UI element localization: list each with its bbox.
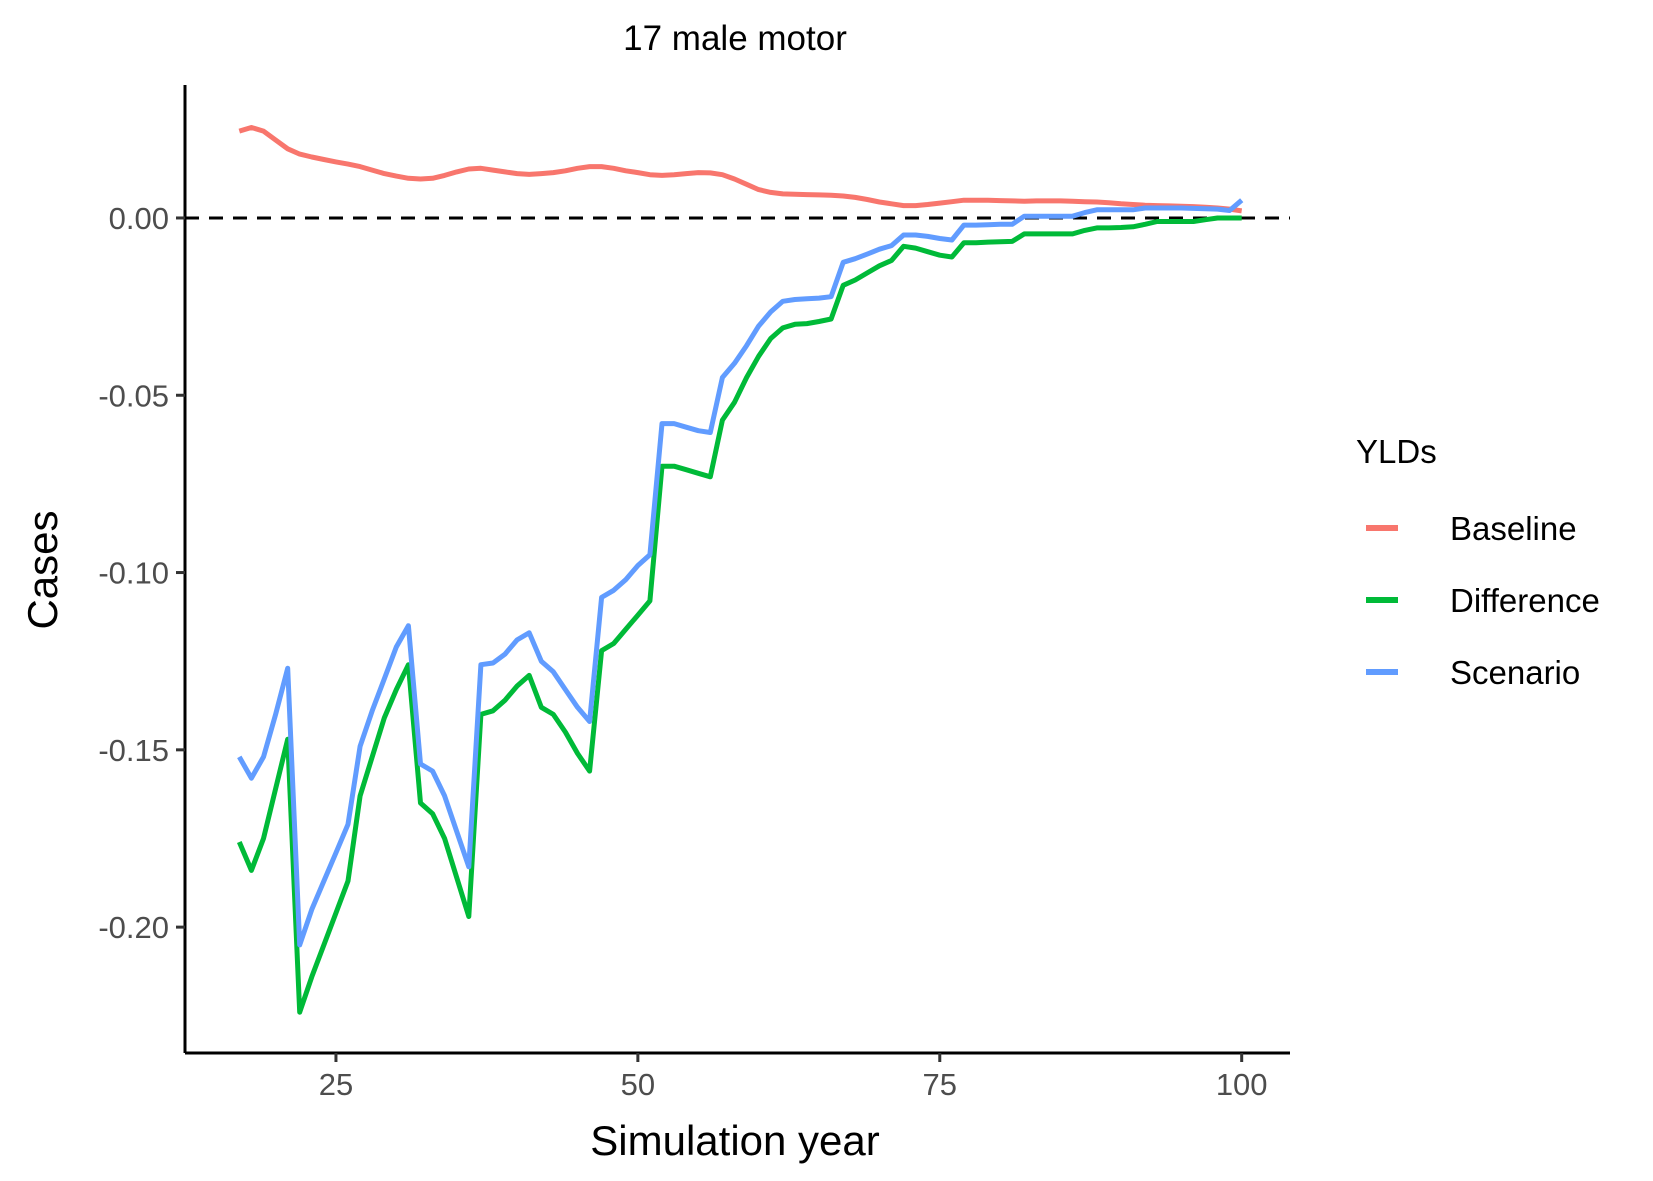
legend-label-baseline: Baseline [1450, 510, 1577, 547]
series-line-baseline [238, 125, 1243, 214]
y-axis-title: Cases [19, 510, 66, 629]
legend-label-difference: Difference [1450, 582, 1600, 619]
x-tick-label: 75 [923, 1067, 957, 1102]
plot-area [185, 125, 1290, 1015]
x-tick-label: 25 [319, 1067, 353, 1102]
y-tick-label: -0.15 [98, 733, 169, 768]
y-tick-label: -0.10 [98, 556, 169, 591]
legend: YLDs Baseline Difference Scenario [1356, 433, 1600, 691]
y-tick-label: -0.20 [98, 910, 169, 945]
legend-title: YLDs [1356, 433, 1437, 470]
legend-label-scenario: Scenario [1450, 654, 1580, 691]
series-line-difference [237, 215, 1242, 1015]
chart-title: 17 male motor [623, 19, 847, 58]
axes: 25 50 75 100 0.00 -0.05 -0.10 -0.15 -0.20 [98, 85, 1290, 1102]
series-line-scenario [237, 198, 1244, 948]
x-tick-label: 50 [621, 1067, 655, 1102]
y-tick-label: 0.00 [109, 201, 169, 236]
x-tick-label: 100 [1216, 1067, 1268, 1102]
x-axis-title: Simulation year [590, 1117, 879, 1164]
y-tick-label: -0.05 [98, 378, 169, 413]
